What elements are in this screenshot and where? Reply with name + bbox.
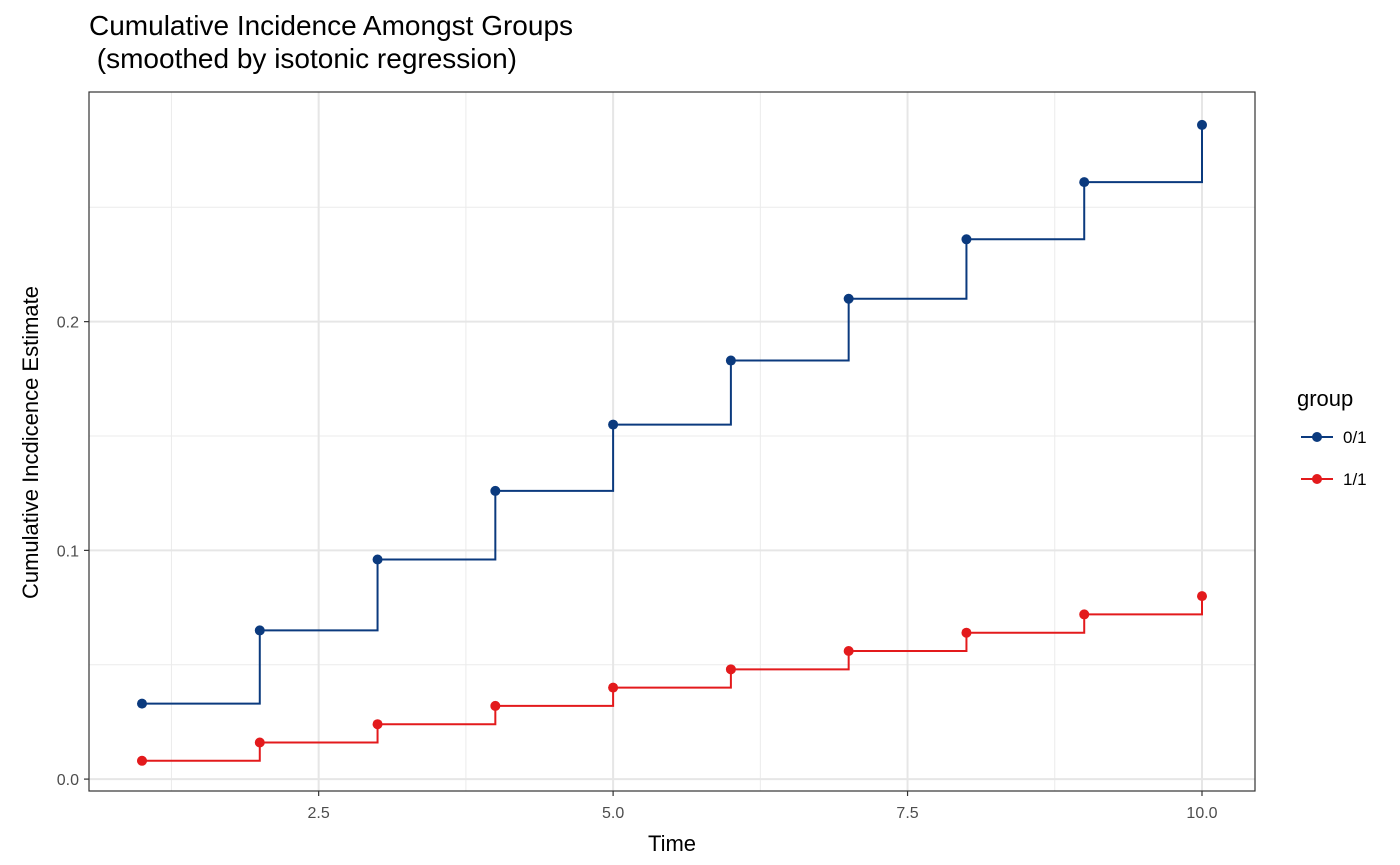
data-point bbox=[1079, 177, 1090, 188]
chart-title: Cumulative Incidence Amongst Groups bbox=[89, 10, 574, 41]
data-point bbox=[608, 419, 619, 430]
data-point bbox=[843, 646, 854, 657]
series-line bbox=[142, 596, 1203, 762]
legend-item-2: 1/1 bbox=[1301, 470, 1367, 489]
data-point bbox=[254, 737, 265, 748]
data-point bbox=[1079, 609, 1090, 620]
legend-key-point bbox=[1312, 474, 1322, 484]
x-tick-label: 2.5 bbox=[308, 805, 330, 822]
legend-key-point bbox=[1312, 432, 1322, 442]
y-axis-title: Cumulative Incdicence Estimate bbox=[18, 286, 43, 599]
x-axis-title: Time bbox=[648, 831, 696, 856]
legend-label: 1/1 bbox=[1343, 470, 1367, 489]
data-point bbox=[137, 755, 147, 766]
legend-title: group bbox=[1297, 386, 1353, 411]
data-point bbox=[490, 485, 501, 496]
data-point bbox=[490, 700, 501, 711]
data-point bbox=[725, 664, 736, 675]
chart-subtitle: (smoothed by isotonic regression) bbox=[89, 43, 517, 74]
data-point bbox=[961, 234, 972, 245]
series-2 bbox=[137, 591, 1207, 766]
y-tick-label: 0.2 bbox=[57, 315, 79, 332]
data-point bbox=[254, 625, 265, 636]
data-point bbox=[137, 698, 147, 709]
data-point bbox=[1197, 119, 1207, 130]
legend-label: 0/1 bbox=[1343, 428, 1367, 447]
series-1 bbox=[137, 119, 1207, 709]
series-line bbox=[142, 124, 1203, 705]
axis-ticks: 2.5 5.0 7.5 10.0 0.0 0.1 0.2 bbox=[57, 315, 1218, 822]
data-point bbox=[961, 627, 972, 638]
x-tick-label: 5.0 bbox=[602, 805, 624, 822]
panel-border bbox=[88, 91, 1256, 792]
x-tick-label: 7.5 bbox=[896, 805, 918, 822]
data-point bbox=[1197, 591, 1207, 602]
y-tick-label: 0.0 bbox=[57, 772, 79, 789]
panel-background bbox=[89, 92, 1255, 791]
series-layer bbox=[137, 119, 1207, 766]
y-tick-label: 0.1 bbox=[57, 543, 79, 560]
legend: group 0/1 1/1 bbox=[1297, 386, 1367, 489]
panel-border-rect bbox=[88, 91, 1256, 792]
data-point bbox=[372, 554, 383, 565]
legend-item-1: 0/1 bbox=[1301, 428, 1367, 447]
data-point bbox=[843, 293, 854, 304]
data-point bbox=[608, 682, 619, 693]
data-point bbox=[725, 355, 736, 366]
plot-panel bbox=[89, 92, 1255, 791]
data-point bbox=[372, 719, 383, 730]
x-tick-label: 10.0 bbox=[1186, 805, 1217, 822]
